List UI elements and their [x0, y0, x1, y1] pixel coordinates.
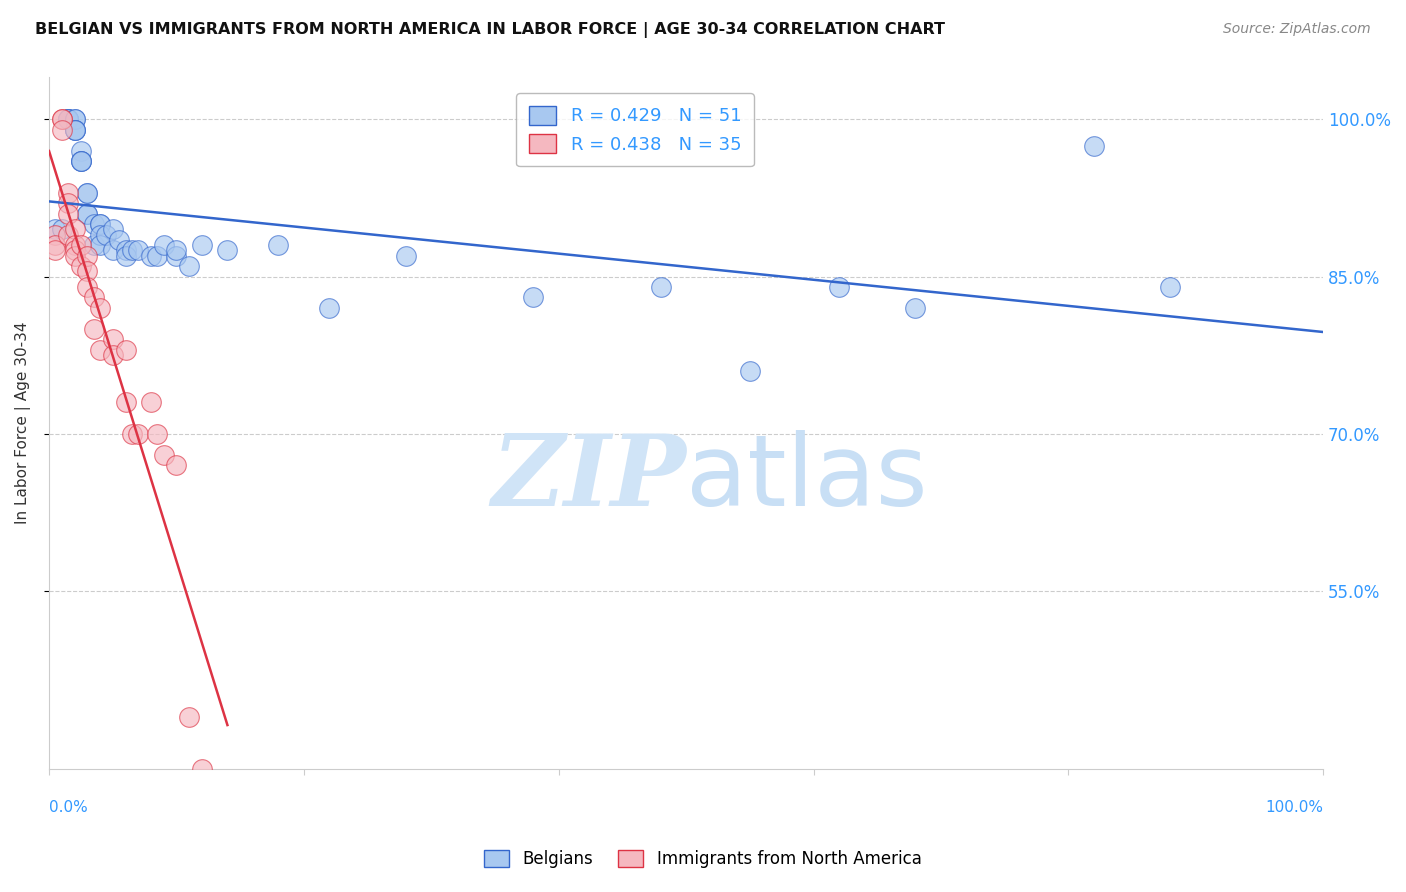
Point — [83, 291, 105, 305]
Point — [395, 249, 418, 263]
Point — [1083, 138, 1105, 153]
Point — [217, 244, 239, 258]
Point — [101, 222, 124, 236]
Point — [56, 186, 79, 200]
Text: 100.0%: 100.0% — [1265, 799, 1323, 814]
Point — [76, 207, 98, 221]
Point — [63, 244, 86, 258]
Point — [70, 154, 93, 169]
Point — [83, 238, 105, 252]
Point — [318, 301, 340, 315]
Point — [63, 222, 86, 236]
Point — [114, 249, 136, 263]
Point — [89, 343, 111, 357]
Point — [191, 762, 214, 776]
Point — [63, 238, 86, 252]
Point — [51, 112, 73, 127]
Point — [63, 112, 86, 127]
Point — [522, 291, 544, 305]
Point — [44, 244, 66, 258]
Point — [89, 217, 111, 231]
Point — [63, 123, 86, 137]
Point — [191, 238, 214, 252]
Point — [108, 233, 131, 247]
Point — [166, 458, 188, 472]
Point — [83, 217, 105, 231]
Point — [152, 238, 174, 252]
Point — [101, 348, 124, 362]
Point — [56, 207, 79, 221]
Point — [76, 249, 98, 263]
Point — [51, 123, 73, 137]
Point — [89, 217, 111, 231]
Text: 0.0%: 0.0% — [49, 799, 87, 814]
Point — [63, 112, 86, 127]
Point — [179, 259, 201, 273]
Point — [70, 144, 93, 158]
Point — [114, 244, 136, 258]
Point — [51, 112, 73, 127]
Point — [51, 222, 73, 236]
Point — [828, 280, 851, 294]
Point — [63, 123, 86, 137]
Text: Source: ZipAtlas.com: Source: ZipAtlas.com — [1223, 22, 1371, 37]
Point — [83, 322, 105, 336]
Point — [76, 186, 98, 200]
Point — [76, 207, 98, 221]
Point — [56, 112, 79, 127]
Point — [76, 264, 98, 278]
Point — [44, 238, 66, 252]
Point — [127, 426, 149, 441]
Point — [101, 244, 124, 258]
Point — [146, 426, 169, 441]
Point — [139, 249, 162, 263]
Legend: R = 0.429   N = 51, R = 0.438   N = 35: R = 0.429 N = 51, R = 0.438 N = 35 — [516, 94, 754, 167]
Y-axis label: In Labor Force | Age 30-34: In Labor Force | Age 30-34 — [15, 322, 31, 524]
Text: BELGIAN VS IMMIGRANTS FROM NORTH AMERICA IN LABOR FORCE | AGE 30-34 CORRELATION : BELGIAN VS IMMIGRANTS FROM NORTH AMERICA… — [35, 22, 945, 38]
Point — [63, 249, 86, 263]
Point — [89, 301, 111, 315]
Point — [76, 186, 98, 200]
Point — [70, 154, 93, 169]
Point — [56, 227, 79, 242]
Point — [56, 112, 79, 127]
Point — [70, 238, 93, 252]
Legend: Belgians, Immigrants from North America: Belgians, Immigrants from North America — [478, 843, 928, 875]
Point — [267, 238, 290, 252]
Point — [114, 395, 136, 409]
Point — [121, 426, 143, 441]
Point — [650, 280, 672, 294]
Text: ZIP: ZIP — [491, 430, 686, 527]
Point — [56, 112, 79, 127]
Point — [139, 395, 162, 409]
Text: atlas: atlas — [686, 430, 928, 527]
Point — [179, 709, 201, 723]
Point — [56, 112, 79, 127]
Point — [121, 244, 143, 258]
Point — [1159, 280, 1181, 294]
Point — [56, 196, 79, 211]
Point — [70, 154, 93, 169]
Point — [114, 343, 136, 357]
Point — [89, 227, 111, 242]
Point — [904, 301, 927, 315]
Point — [76, 280, 98, 294]
Point — [44, 227, 66, 242]
Point — [152, 448, 174, 462]
Point — [63, 123, 86, 137]
Point — [101, 332, 124, 346]
Point — [70, 259, 93, 273]
Point — [127, 244, 149, 258]
Point — [166, 249, 188, 263]
Point — [146, 249, 169, 263]
Point — [96, 227, 118, 242]
Point — [44, 222, 66, 236]
Point — [89, 238, 111, 252]
Point — [166, 244, 188, 258]
Point — [738, 364, 761, 378]
